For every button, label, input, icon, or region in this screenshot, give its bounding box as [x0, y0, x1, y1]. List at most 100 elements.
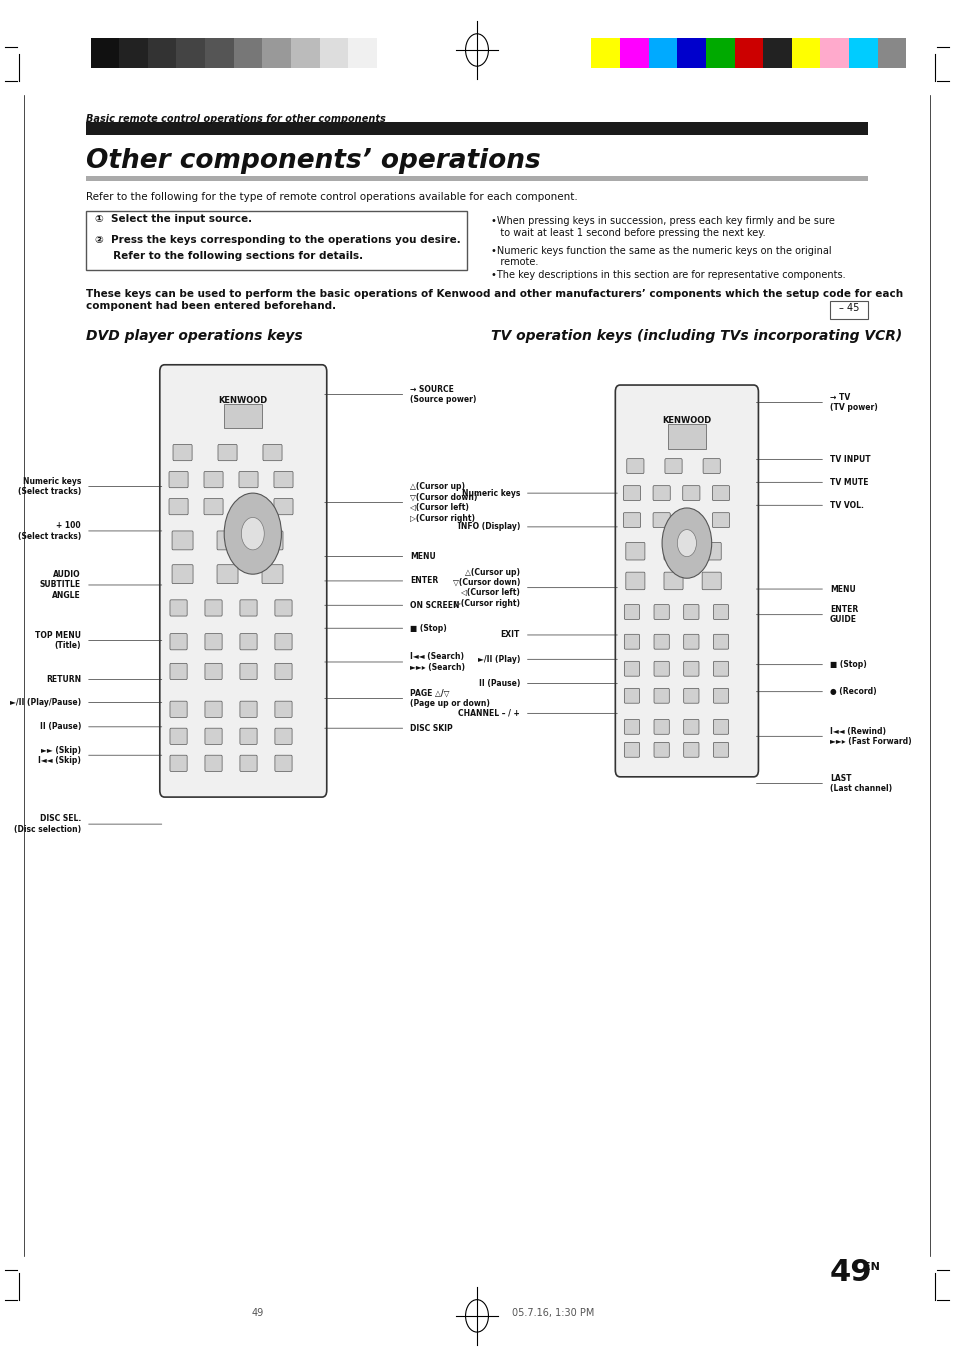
FancyBboxPatch shape — [712, 512, 729, 527]
Circle shape — [661, 508, 711, 578]
Text: ►/II (Play/Pause): ►/II (Play/Pause) — [10, 698, 81, 707]
FancyBboxPatch shape — [205, 728, 222, 744]
FancyBboxPatch shape — [239, 755, 256, 771]
Text: △(Cursor up)
▽(Cursor down)
◁(Cursor left)
▷(Cursor right): △(Cursor up) ▽(Cursor down) ◁(Cursor lef… — [452, 567, 519, 608]
FancyBboxPatch shape — [170, 728, 187, 744]
FancyBboxPatch shape — [274, 499, 293, 515]
Text: ON SCREEN: ON SCREEN — [410, 601, 459, 609]
Circle shape — [677, 530, 696, 557]
FancyBboxPatch shape — [217, 444, 236, 461]
Text: ENTER: ENTER — [410, 577, 438, 585]
Text: ■ (Stop): ■ (Stop) — [829, 661, 866, 669]
FancyBboxPatch shape — [682, 512, 700, 527]
Text: ■ (Stop): ■ (Stop) — [410, 624, 447, 632]
Text: DISC SKIP: DISC SKIP — [410, 724, 453, 732]
FancyBboxPatch shape — [263, 444, 282, 461]
FancyBboxPatch shape — [233, 38, 262, 68]
FancyBboxPatch shape — [877, 38, 905, 68]
FancyBboxPatch shape — [734, 38, 762, 68]
Text: ►/II (Play): ►/II (Play) — [477, 655, 519, 663]
Text: 49: 49 — [829, 1258, 872, 1286]
FancyBboxPatch shape — [623, 743, 639, 758]
FancyBboxPatch shape — [159, 365, 326, 797]
FancyBboxPatch shape — [170, 755, 187, 771]
FancyBboxPatch shape — [170, 634, 187, 650]
Text: II (Pause): II (Pause) — [478, 680, 519, 688]
FancyBboxPatch shape — [274, 471, 293, 488]
FancyBboxPatch shape — [713, 635, 728, 650]
Text: KENWOOD: KENWOOD — [661, 416, 711, 426]
FancyBboxPatch shape — [848, 38, 877, 68]
FancyBboxPatch shape — [683, 605, 699, 619]
Text: Other components’ operations: Other components’ operations — [86, 147, 540, 173]
Text: 49: 49 — [252, 1308, 263, 1317]
FancyBboxPatch shape — [591, 38, 619, 68]
FancyBboxPatch shape — [648, 38, 677, 68]
FancyBboxPatch shape — [705, 38, 734, 68]
FancyBboxPatch shape — [205, 663, 222, 680]
FancyBboxPatch shape — [654, 743, 669, 758]
FancyBboxPatch shape — [239, 663, 256, 680]
Circle shape — [241, 517, 264, 550]
FancyBboxPatch shape — [119, 38, 148, 68]
Text: TV VOL.: TV VOL. — [829, 501, 863, 509]
FancyBboxPatch shape — [274, 634, 292, 650]
Text: II (Pause): II (Pause) — [40, 723, 81, 731]
Text: + 100
(Select tracks): + 100 (Select tracks) — [18, 521, 81, 540]
Text: KENWOOD: KENWOOD — [218, 396, 268, 405]
FancyBboxPatch shape — [348, 38, 376, 68]
FancyBboxPatch shape — [622, 512, 639, 527]
FancyBboxPatch shape — [86, 211, 467, 270]
FancyBboxPatch shape — [216, 565, 237, 584]
FancyBboxPatch shape — [677, 38, 705, 68]
FancyBboxPatch shape — [169, 471, 188, 488]
FancyBboxPatch shape — [170, 663, 187, 680]
Text: TOP MENU
(Title): TOP MENU (Title) — [35, 631, 81, 650]
Text: EN: EN — [862, 1262, 880, 1271]
FancyBboxPatch shape — [654, 635, 669, 650]
FancyBboxPatch shape — [701, 542, 720, 561]
FancyBboxPatch shape — [663, 542, 682, 561]
FancyBboxPatch shape — [170, 701, 187, 717]
FancyBboxPatch shape — [86, 122, 867, 135]
FancyBboxPatch shape — [205, 38, 233, 68]
FancyBboxPatch shape — [762, 38, 791, 68]
FancyBboxPatch shape — [791, 38, 820, 68]
Text: I◄◄ (Search)
►►▸ (Search): I◄◄ (Search) ►►▸ (Search) — [410, 653, 465, 671]
FancyBboxPatch shape — [682, 486, 700, 500]
FancyBboxPatch shape — [205, 701, 222, 717]
FancyBboxPatch shape — [701, 573, 720, 589]
FancyBboxPatch shape — [625, 573, 644, 589]
FancyBboxPatch shape — [667, 424, 705, 449]
FancyBboxPatch shape — [204, 499, 223, 515]
FancyBboxPatch shape — [713, 605, 728, 619]
FancyBboxPatch shape — [619, 38, 648, 68]
FancyBboxPatch shape — [653, 486, 670, 500]
FancyBboxPatch shape — [829, 301, 867, 319]
FancyBboxPatch shape — [238, 471, 257, 488]
FancyBboxPatch shape — [274, 600, 292, 616]
FancyBboxPatch shape — [702, 459, 720, 474]
Text: TV INPUT: TV INPUT — [829, 455, 870, 463]
FancyBboxPatch shape — [148, 38, 176, 68]
Text: INFO (Display): INFO (Display) — [457, 523, 519, 531]
FancyBboxPatch shape — [205, 755, 222, 771]
FancyBboxPatch shape — [239, 728, 256, 744]
FancyBboxPatch shape — [169, 499, 188, 515]
FancyBboxPatch shape — [274, 701, 292, 717]
FancyBboxPatch shape — [239, 600, 256, 616]
FancyBboxPatch shape — [713, 689, 728, 704]
FancyBboxPatch shape — [712, 486, 729, 500]
FancyBboxPatch shape — [713, 743, 728, 758]
FancyBboxPatch shape — [713, 719, 728, 735]
Text: ENTER
GUIDE: ENTER GUIDE — [829, 605, 858, 624]
FancyBboxPatch shape — [170, 600, 187, 616]
Text: ②  Press the keys corresponding to the operations you desire.: ② Press the keys corresponding to the op… — [95, 235, 460, 245]
Text: PAGE △/▽
(Page up or down): PAGE △/▽ (Page up or down) — [410, 689, 490, 708]
FancyBboxPatch shape — [683, 661, 699, 676]
Text: EXIT: EXIT — [500, 631, 519, 639]
FancyBboxPatch shape — [683, 689, 699, 704]
FancyBboxPatch shape — [625, 542, 644, 561]
FancyBboxPatch shape — [291, 38, 319, 68]
Text: RETURN: RETURN — [46, 676, 81, 684]
